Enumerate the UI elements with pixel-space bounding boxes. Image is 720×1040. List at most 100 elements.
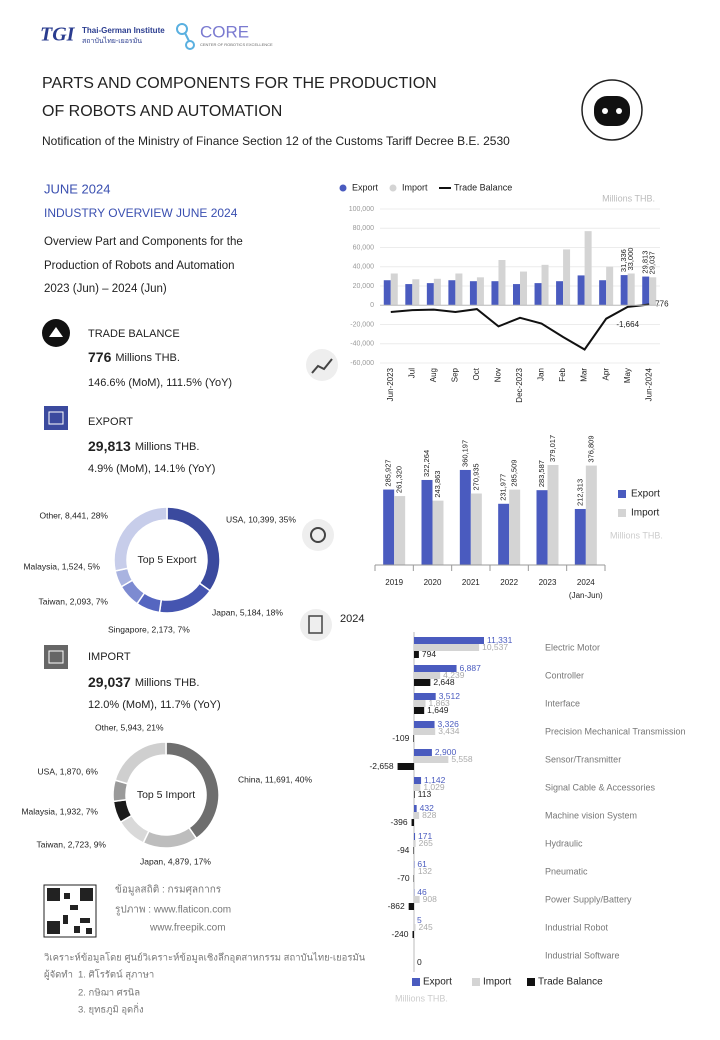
- logo-shape: [176, 23, 188, 35]
- core-logo: CORE CENTER OF ROBOTICS EXCELLENCE: [176, 22, 273, 50]
- source-line: รูปภาพ : www.flaticon.com: [115, 905, 231, 916]
- bar: [509, 489, 521, 565]
- data-label: Japan, 4,879, 17%: [140, 856, 211, 866]
- bar: [414, 728, 436, 735]
- x-tick-label: Oct: [472, 367, 481, 380]
- kpi-unit: Millions THB.: [115, 352, 180, 364]
- donut-slice: [166, 506, 221, 592]
- bar: [414, 896, 420, 903]
- data-label: 1,029: [423, 782, 445, 792]
- kpi-number: 776: [88, 349, 112, 365]
- bar: [577, 275, 585, 306]
- kpi-number: 29,813: [88, 438, 131, 454]
- data-label: 261,320: [395, 466, 404, 493]
- logo-shape: [184, 32, 190, 42]
- logo-text: TGI: [40, 24, 76, 46]
- tgi-logo: TGI Thai-German Institute สถาบันไทย-เยอร…: [40, 24, 165, 46]
- donut-slice: [158, 582, 212, 614]
- x-tick-label: Jun-2024: [644, 367, 653, 401]
- y-tick-label: Machine vision System: [545, 810, 637, 820]
- bar: [383, 280, 391, 306]
- bar: [412, 931, 414, 938]
- data-label: 212,313: [575, 479, 584, 506]
- bar: [642, 276, 650, 306]
- bar: [541, 264, 549, 306]
- donut-title: Top 5 Import: [137, 789, 195, 801]
- donut-slice: [142, 826, 198, 849]
- data-label: 1,863: [429, 698, 451, 708]
- author: 2. กษิฌา ศรนิล: [78, 988, 140, 999]
- bar: [432, 500, 444, 565]
- bar: [408, 903, 414, 910]
- data-label: 322,264: [422, 450, 431, 477]
- bar: [470, 493, 482, 565]
- legend-label: Import: [631, 508, 660, 519]
- unit-label: Millions THB.: [610, 530, 663, 540]
- legend-swatch: [412, 978, 420, 986]
- import-icon: [44, 645, 68, 669]
- x-tick-label: 2020: [424, 578, 442, 587]
- bar: [498, 503, 510, 565]
- bar: [414, 840, 416, 847]
- x-tick-label: Apr: [601, 368, 610, 381]
- author-label: ผู้จัดทำ: [44, 970, 73, 981]
- bar: [414, 693, 436, 700]
- data-label: 46: [417, 887, 427, 897]
- bar: [414, 651, 419, 658]
- data-label: 171: [418, 831, 432, 841]
- bar: [574, 508, 586, 565]
- x-tick-label: Aug: [429, 368, 438, 382]
- core-subtitle: CENTER OF ROBOTICS EXCELLENCE: [200, 42, 273, 47]
- qr-code: [43, 884, 97, 938]
- org-name: Thai-German Institute: [82, 26, 165, 35]
- donut-slice: [113, 506, 168, 572]
- y-tick-label: Hydraulic: [545, 838, 583, 848]
- bar: [414, 756, 449, 763]
- x-tick-note: (Jan-Jun): [569, 591, 603, 600]
- y-tick-label: 80,000: [353, 225, 375, 232]
- balance-icon: [42, 319, 70, 347]
- data-label: 4,239: [443, 670, 465, 680]
- x-tick-label: Jan: [537, 368, 546, 381]
- legend-label: Trade Balance: [538, 977, 603, 988]
- bar: [536, 490, 548, 565]
- data-label: 5,558: [451, 754, 473, 764]
- chart-title: 2024: [340, 613, 364, 625]
- data-label: 5: [417, 915, 422, 925]
- chart-icon: [306, 349, 338, 381]
- y-tick-label: Pneumatic: [545, 866, 588, 876]
- data-label: -94: [397, 845, 410, 855]
- overview-text: Overview Part and Components for the: [44, 236, 243, 248]
- y-tick-label: Precision Mechanical Transmission: [545, 726, 686, 736]
- kpi-change: 12.0% (MoM), 11.7% (YoY): [88, 699, 221, 711]
- legend-swatch: [527, 978, 535, 986]
- bar: [433, 278, 441, 306]
- y-tick-label: Power Supply/Battery: [545, 894, 632, 904]
- bar: [469, 281, 477, 306]
- y-tick-label: 60,000: [353, 244, 375, 251]
- robot-icon: [581, 79, 643, 141]
- data-label: 61: [417, 859, 427, 869]
- bar: [414, 784, 421, 791]
- data-label: 1,649: [427, 705, 449, 715]
- data-label: 379,017: [548, 435, 557, 462]
- bar: [390, 273, 398, 306]
- legend-swatch: [339, 184, 347, 192]
- bar: [414, 679, 431, 686]
- bar: [448, 280, 456, 306]
- data-label: 432: [420, 803, 434, 813]
- y-tick-label: -60,000: [350, 360, 374, 367]
- bar: [411, 819, 414, 826]
- data-label: China, 11,691, 40%: [238, 774, 312, 784]
- bar: [455, 273, 463, 306]
- data-label: 31,336: [619, 249, 628, 272]
- data-label: 11,331: [487, 635, 513, 645]
- author: 3. ยุทธภูมิ อุดกิ่ง: [78, 1003, 144, 1016]
- x-tick-label: 2022: [500, 578, 518, 587]
- bar: [584, 231, 592, 306]
- y-tick-label: Industrial Software: [545, 950, 620, 960]
- bar: [426, 283, 434, 306]
- period: JUNE 2024: [44, 181, 110, 196]
- x-tick-label: Dec-2023: [515, 367, 524, 402]
- bar: [414, 644, 480, 651]
